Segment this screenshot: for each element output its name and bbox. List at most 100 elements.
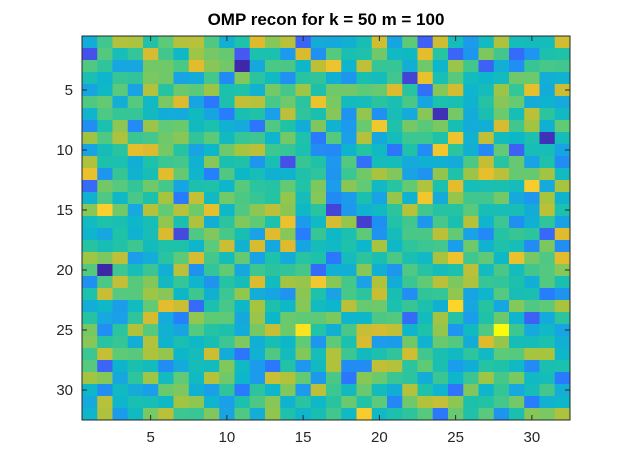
heatmap-cell: [539, 324, 556, 337]
heatmap-cell: [387, 120, 403, 133]
heatmap-cell: [402, 276, 418, 289]
heatmap-cell: [219, 228, 235, 241]
heatmap-cell: [204, 180, 220, 193]
heatmap-cell: [448, 96, 464, 109]
heatmap-cell: [478, 240, 495, 253]
heatmap-cell: [493, 384, 510, 397]
heatmap-cell: [204, 264, 220, 277]
heatmap-cell: [127, 168, 144, 181]
heatmap-cell: [554, 276, 571, 289]
heatmap-cell: [478, 252, 495, 265]
heatmap-cell: [204, 156, 220, 169]
heatmap-cell: [249, 60, 266, 73]
heatmap-cell: [341, 300, 357, 313]
heatmap-cell: [402, 60, 418, 73]
heatmap-cell: [356, 120, 373, 133]
heatmap-cell: [463, 288, 479, 301]
heatmap-cell: [509, 216, 525, 229]
heatmap-cell: [478, 144, 495, 157]
heatmap-cell: [143, 192, 159, 205]
heatmap-cell: [539, 120, 556, 133]
heatmap-cell: [417, 168, 434, 181]
heatmap-cell: [432, 264, 449, 277]
heatmap-cell: [295, 228, 312, 241]
heatmap-cell: [432, 396, 449, 409]
heatmap-cell: [539, 312, 556, 325]
heatmap-cell: [188, 96, 205, 109]
heatmap-cell: [173, 396, 190, 409]
heatmap-cell: [310, 108, 327, 121]
heatmap-cell: [554, 360, 571, 373]
heatmap-cell: [371, 156, 388, 169]
heatmap-cell: [234, 336, 251, 349]
heatmap-cell: [173, 120, 190, 133]
heatmap-cell: [234, 60, 251, 73]
heatmap-cell: [188, 384, 205, 397]
heatmap-cell: [478, 360, 495, 373]
heatmap-cell: [295, 84, 312, 97]
heatmap-cell: [478, 132, 495, 145]
heatmap-cell: [509, 348, 525, 361]
heatmap-cell: [82, 192, 98, 205]
heatmap-cell: [280, 348, 296, 361]
heatmap-cell: [387, 348, 403, 361]
heatmap-cell: [371, 108, 388, 121]
heatmap-cell: [356, 168, 373, 181]
heatmap-cell: [234, 348, 251, 361]
heatmap-cell: [234, 108, 251, 121]
heatmap-cell: [509, 144, 525, 157]
heatmap-cell: [417, 336, 434, 349]
heatmap-cell: [173, 108, 190, 121]
heatmap-cell: [188, 72, 205, 85]
heatmap-cell: [478, 36, 495, 49]
heatmap-cell: [387, 372, 403, 385]
heatmap-cell: [219, 144, 235, 157]
heatmap-cell: [341, 204, 357, 217]
heatmap-cell: [432, 216, 449, 229]
heatmap-cell: [387, 384, 403, 397]
heatmap-cell: [173, 288, 190, 301]
heatmap-cell: [188, 108, 205, 121]
heatmap-cell: [448, 156, 464, 169]
heatmap-cell: [310, 312, 327, 325]
heatmap-cell: [539, 72, 556, 85]
heatmap-cell: [432, 72, 449, 85]
heatmap-cell: [387, 168, 403, 181]
heatmap-cell: [204, 324, 220, 337]
heatmap-cell: [188, 180, 205, 193]
y-tick-label: 15: [56, 202, 73, 219]
heatmap-cell: [158, 348, 174, 361]
heatmap-cell: [173, 324, 190, 337]
heatmap-cell: [158, 228, 174, 241]
heatmap-cell: [219, 348, 235, 361]
heatmap-cell: [82, 348, 98, 361]
heatmap-cell: [127, 60, 144, 73]
heatmap-cell: [143, 132, 159, 145]
heatmap-cell: [463, 36, 479, 49]
heatmap-cell: [432, 312, 449, 325]
heatmap-cell: [112, 60, 129, 73]
heatmap-cell: [387, 216, 403, 229]
heatmap-cell: [234, 216, 251, 229]
heatmap-cell: [188, 144, 205, 157]
heatmap-cell: [265, 300, 281, 313]
heatmap-cell: [417, 300, 434, 313]
heatmap-cell: [158, 156, 174, 169]
heatmap-cell: [341, 372, 357, 385]
heatmap-cell: [310, 180, 327, 193]
heatmap-cell: [387, 300, 403, 313]
heatmap-cell: [554, 84, 571, 97]
heatmap-cell: [478, 48, 495, 61]
heatmap-cell: [539, 36, 556, 49]
heatmap-cell: [326, 324, 342, 337]
heatmap-cell: [509, 384, 525, 397]
heatmap-cell: [97, 96, 113, 109]
heatmap-cell: [417, 240, 434, 253]
heatmap-cell: [188, 48, 205, 61]
heatmap-cell: [188, 408, 205, 421]
heatmap-cell: [310, 144, 327, 157]
heatmap-cell: [82, 300, 98, 313]
heatmap-cell: [280, 408, 296, 421]
heatmap-cell: [158, 264, 174, 277]
heatmap-cell: [188, 168, 205, 181]
